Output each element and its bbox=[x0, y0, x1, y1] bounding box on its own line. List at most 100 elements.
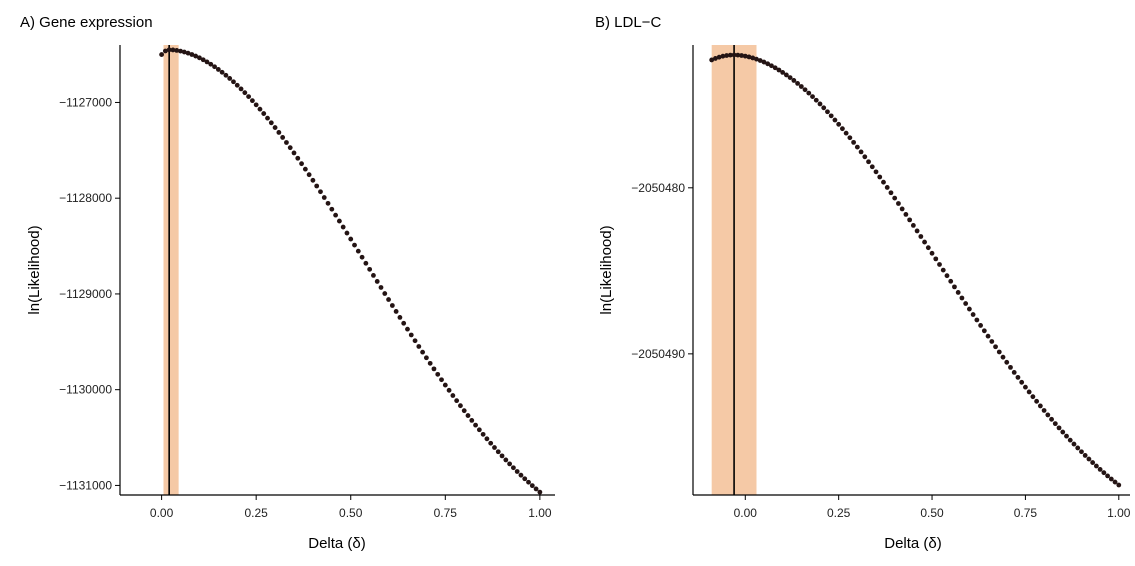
panel-a-plot-area: 0.00 0.25 0.50 0.75 1.00 −1127000 −1128000 −112… bbox=[59, 45, 555, 520]
panel-b-data-point bbox=[974, 317, 980, 323]
panel-b-data-point bbox=[1101, 470, 1107, 476]
panel-a-data-point bbox=[499, 453, 505, 459]
panel-a-data-point bbox=[261, 111, 267, 116]
panel-b-data-point bbox=[1045, 412, 1051, 418]
panel-a-data-point bbox=[363, 260, 369, 266]
panel-b-x-tick-label: 0.50 bbox=[920, 506, 944, 520]
panel-b-data-point bbox=[761, 59, 767, 65]
panel-a-data-point bbox=[193, 53, 199, 59]
panel-b-y-axis-title: ln(Likelihood) bbox=[598, 225, 615, 314]
panel-b-data-point bbox=[825, 109, 830, 115]
panel-b-data-point bbox=[993, 344, 998, 350]
panel-b-data-point bbox=[724, 53, 730, 58]
panel-a-data-point bbox=[518, 472, 524, 478]
panel-a-data-point bbox=[423, 355, 429, 361]
panel-a-data-point bbox=[204, 59, 210, 65]
panel-a-data-point bbox=[469, 417, 475, 423]
panel-a-data-point bbox=[439, 377, 444, 383]
panel-a-data-point bbox=[227, 76, 233, 81]
panel-a-data-point bbox=[427, 360, 433, 366]
panel-b-data-point bbox=[929, 250, 935, 256]
panel-b-x-tick-label: 0.75 bbox=[1014, 506, 1038, 520]
panel-a-data-point bbox=[476, 427, 482, 433]
panel-a-data-point bbox=[367, 266, 373, 272]
panel-a-y-tick-label: −1128000 bbox=[59, 191, 112, 205]
panel-b-y-tick-label: −2050490 bbox=[631, 347, 685, 361]
panel-b-data-point bbox=[727, 52, 733, 58]
panel-b-y-tick-label: −2050480 bbox=[631, 181, 685, 195]
panel-a: A) Gene expression 0.00 0.25 0.50 0.75 1.00 −… bbox=[20, 14, 555, 552]
panel-a-data-point bbox=[189, 52, 195, 57]
panel-a-title: A) Gene expression bbox=[20, 14, 153, 31]
panel-b-data-point bbox=[903, 211, 909, 217]
panel-b-data-point bbox=[892, 195, 898, 201]
panel-b-data-point bbox=[843, 130, 849, 136]
panel-b-data-point bbox=[754, 56, 759, 62]
panel-b-data-point bbox=[952, 284, 957, 290]
panel-b-data-point bbox=[813, 97, 819, 103]
panel-a-data-point bbox=[238, 86, 244, 92]
panel-b-data-point bbox=[1112, 479, 1118, 485]
panel-a-data-point bbox=[302, 166, 308, 172]
panel-b-x-tick-label: 1.00 bbox=[1107, 506, 1131, 520]
panel-b-data-point bbox=[1049, 416, 1054, 422]
panel-b-data-point bbox=[840, 126, 845, 132]
panel-a-data-point bbox=[405, 326, 410, 332]
panel-a-data-point bbox=[382, 291, 388, 296]
panel-b-data-point bbox=[1000, 354, 1006, 360]
panel-b-data-point bbox=[798, 84, 804, 89]
panel-a-data-point bbox=[178, 48, 183, 54]
panel-b-data-point bbox=[966, 306, 972, 312]
panel-b-data-point bbox=[806, 90, 812, 96]
panel-a-data-point bbox=[299, 161, 304, 167]
panel-a-data-point bbox=[510, 465, 516, 471]
panel-a-x-axis-title: Delta (δ) bbox=[308, 535, 366, 552]
panel-b-data-point bbox=[959, 295, 965, 301]
panel-b-data-point bbox=[709, 57, 715, 63]
panel-a-y-axis-title: ln(Likelihood) bbox=[26, 225, 43, 314]
panel-b-data-point bbox=[817, 101, 823, 107]
panel-b-data-point bbox=[810, 94, 815, 99]
panel-a-data-point bbox=[503, 457, 509, 463]
panel-b-data-point bbox=[1008, 364, 1013, 370]
panel-b-data-point bbox=[955, 290, 961, 295]
panel-b-data-point bbox=[1064, 433, 1069, 439]
panel-b-data-point bbox=[858, 149, 864, 155]
panel-a-data-point bbox=[284, 140, 289, 145]
panel-a-data-point bbox=[465, 413, 471, 418]
panel-a-data-point bbox=[507, 461, 513, 467]
panel-a-data-point bbox=[431, 366, 437, 372]
panel-a-data-point bbox=[480, 431, 486, 437]
panel-b-data-point bbox=[1011, 370, 1017, 375]
panel-a-data-point bbox=[287, 145, 293, 151]
panel-a-x-tick-label: 0.25 bbox=[244, 506, 268, 520]
panel-a-data-point bbox=[242, 90, 248, 96]
panel-a-y-tick-label: −1127000 bbox=[59, 95, 112, 109]
panel-a-data-point bbox=[492, 445, 497, 450]
panel-a-data-point bbox=[401, 320, 407, 326]
panel-b-data-point bbox=[925, 245, 931, 251]
panel-b-data-point bbox=[940, 267, 946, 273]
panel-b-data-point bbox=[985, 333, 991, 339]
panel-a-data-point bbox=[249, 98, 255, 104]
panel-b-data-point bbox=[1086, 456, 1092, 462]
panel-b-data-point bbox=[769, 63, 774, 69]
panel-b-x-tick-label: 0.25 bbox=[827, 506, 851, 520]
panel-a-data-point bbox=[495, 449, 501, 455]
panel-b-data-point bbox=[1037, 403, 1043, 409]
panel-b-data-point bbox=[1071, 441, 1077, 447]
panel-a-data-point bbox=[276, 130, 282, 135]
panel-b-data-point bbox=[1004, 359, 1010, 365]
panel-b-data-point bbox=[884, 185, 890, 190]
panel-b-data-point bbox=[933, 256, 939, 262]
panel-b-data-point bbox=[1093, 463, 1099, 469]
panel-a-data-point bbox=[181, 49, 187, 55]
panel-b-data-point bbox=[1075, 445, 1081, 451]
panel-a-data-point bbox=[484, 436, 490, 442]
panel-b-data-point bbox=[746, 54, 752, 60]
panel-b-data-point bbox=[1041, 408, 1047, 413]
panel-a-data-point bbox=[458, 403, 463, 409]
panel-a-data-point bbox=[420, 349, 426, 355]
panel-a-data-point bbox=[386, 297, 391, 302]
